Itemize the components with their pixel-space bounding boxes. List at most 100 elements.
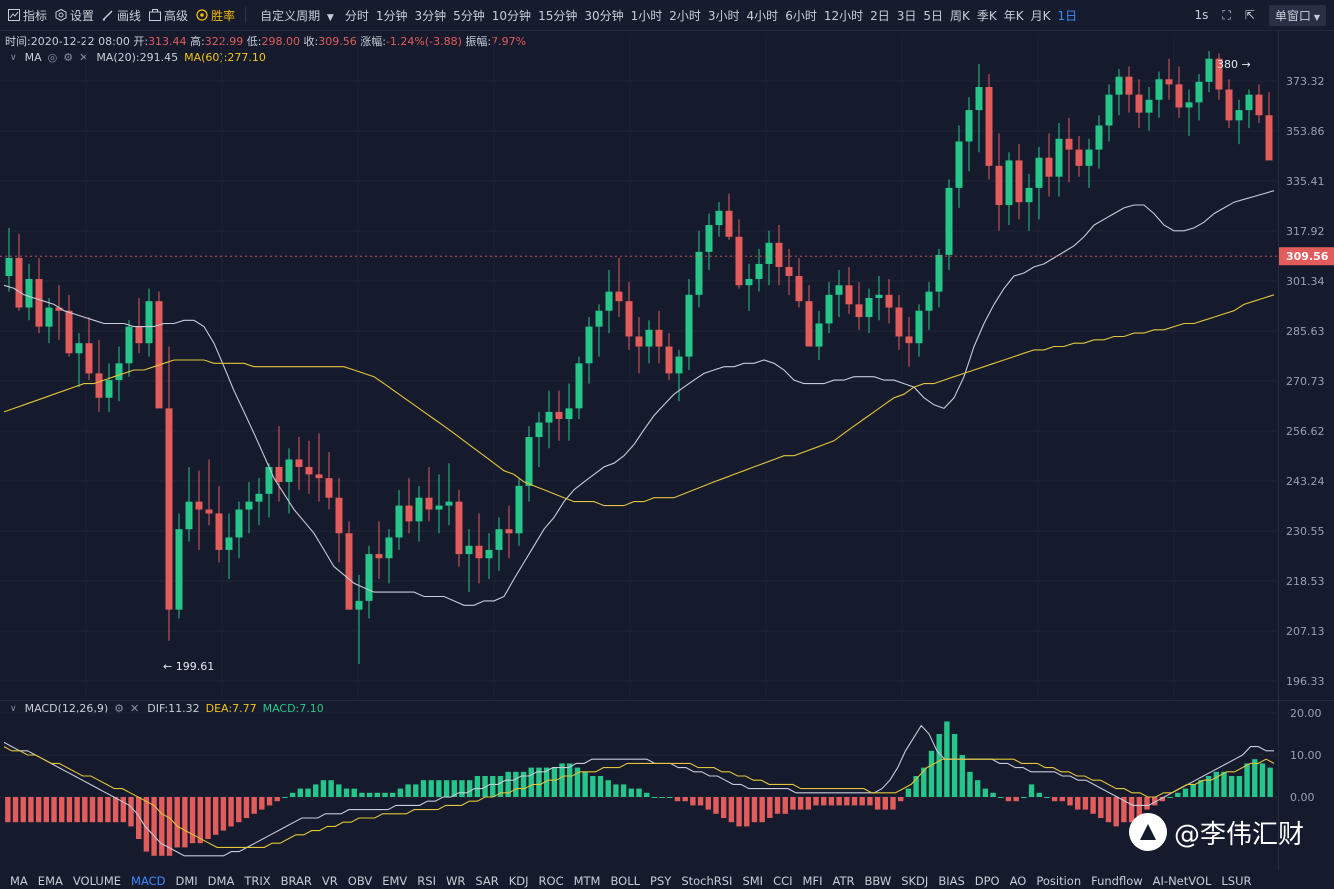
macd-histogram-bar: [1182, 788, 1189, 797]
candle-body: [1115, 76, 1123, 95]
period-12[interactable]: 12小时: [823, 8, 864, 23]
top-toolbar: 指标 设置 画线 高级 胜率 自定义周期 ▼ 分时 1分钟 3分钟 5分钟 10分钟 15…: [0, 0, 1334, 31]
candle-body: [115, 363, 123, 381]
period-14[interactable]: 3日: [896, 8, 917, 23]
period-18[interactable]: 年K: [1003, 8, 1024, 23]
tab-obv[interactable]: OBV: [347, 873, 373, 888]
change-label: 涨幅:: [360, 35, 386, 48]
macd-histogram-bar: [851, 797, 858, 806]
tab-vr[interactable]: VR: [321, 873, 338, 888]
candle-body: [225, 537, 233, 550]
tab-bias[interactable]: BIAS: [938, 873, 965, 888]
tab-ma[interactable]: MA: [10, 873, 28, 888]
gear-icon[interactable]: ⚙: [63, 51, 74, 64]
tab-sar[interactable]: SAR: [475, 873, 499, 888]
tab-roc[interactable]: ROC: [538, 873, 564, 888]
period-19[interactable]: 月K: [1030, 8, 1051, 23]
tab-position[interactable]: Position: [1036, 873, 1082, 888]
period-1[interactable]: 1分钟: [375, 8, 408, 23]
tab-trix[interactable]: TRIX: [244, 873, 271, 888]
tab-macd[interactable]: MACD: [131, 873, 166, 888]
candle-body: [795, 275, 803, 302]
tab-atr[interactable]: ATR: [832, 873, 855, 888]
macd-histogram-bar: [466, 780, 473, 797]
tab-rsi[interactable]: RSI: [417, 873, 436, 888]
tab-dpo[interactable]: DPO: [974, 873, 1000, 888]
screenshot-icon[interactable]: ⇱: [1244, 8, 1255, 22]
tab-stochrsi[interactable]: StochRSI: [681, 873, 733, 888]
candle-body: [1205, 58, 1213, 82]
candle-body: [1125, 76, 1133, 95]
refresh-rate[interactable]: 1s: [1194, 8, 1209, 22]
macd-histogram-bar: [328, 780, 334, 797]
macd-histogram-bar: [1028, 784, 1035, 797]
winrate-button[interactable]: 胜率: [196, 7, 235, 24]
period-13[interactable]: 2日: [870, 8, 890, 23]
tab-bbw[interactable]: BBW: [864, 873, 892, 888]
macd-histogram-bar: [251, 797, 257, 814]
tab-skdj[interactable]: SKDJ: [901, 873, 929, 888]
macd-histogram-bar: [405, 784, 411, 797]
chevron-down-icon: ▼: [1313, 12, 1320, 22]
period-6[interactable]: 30分钟: [584, 8, 624, 23]
tab-wr[interactable]: WR: [445, 873, 466, 888]
gear-icon[interactable]: ⚙: [114, 702, 125, 715]
period-11[interactable]: 6小时: [785, 8, 817, 23]
fullscreen-icon[interactable]: ⛶: [1222, 7, 1231, 22]
period-17[interactable]: 季K: [976, 8, 997, 23]
macd-histogram-bar: [505, 771, 511, 797]
tab-brar[interactable]: BRAR: [280, 873, 312, 888]
tab-cci[interactable]: CCI: [773, 873, 793, 888]
eye-icon[interactable]: ◎: [47, 51, 58, 64]
close-icon[interactable]: ✕: [130, 702, 140, 715]
y-tick-label: 207.13: [1286, 625, 1325, 638]
candle-body: [215, 513, 223, 550]
period-4[interactable]: 10分钟: [491, 8, 532, 23]
period-5[interactable]: 15分钟: [538, 8, 578, 23]
period-3[interactable]: 5分钟: [453, 8, 485, 23]
macd-histogram-bar: [35, 797, 42, 823]
period-0[interactable]: 分时: [344, 8, 369, 23]
period-8[interactable]: 2小时: [669, 8, 701, 23]
tab-mtm[interactable]: MTM: [573, 873, 601, 888]
collapse-icon[interactable]: ∨: [10, 703, 17, 714]
macd-histogram-bar: [974, 780, 981, 797]
tab-psy[interactable]: PSY: [650, 873, 672, 888]
candle-body: [685, 294, 693, 357]
settings-button[interactable]: 设置: [55, 7, 94, 24]
close-icon[interactable]: ✕: [79, 51, 89, 64]
period-20[interactable]: 1日: [1057, 8, 1078, 23]
tab-fundflow[interactable]: Fundflow: [1091, 873, 1143, 888]
tab-mfi[interactable]: MFI: [802, 873, 823, 888]
period-2[interactable]: 3分钟: [414, 8, 447, 23]
tab-ema[interactable]: EMA: [37, 873, 63, 888]
macd-histogram-bar: [1213, 771, 1219, 797]
period-9[interactable]: 3小时: [707, 8, 740, 23]
period-10[interactable]: 4小时: [746, 8, 779, 23]
indicator-button[interactable]: 指标: [8, 7, 47, 24]
tab-emv[interactable]: EMV: [382, 873, 408, 888]
y-tick-label: 243.24: [1286, 475, 1325, 488]
period-16[interactable]: 周K: [950, 8, 970, 23]
tab-dma[interactable]: DMA: [207, 873, 235, 888]
macd-histogram-bar: [1228, 776, 1235, 797]
tab-smi[interactable]: SMI: [742, 873, 764, 888]
period-7[interactable]: 1小时: [630, 8, 663, 23]
window-mode-select[interactable]: 单窗口 ▼: [1268, 4, 1326, 26]
tab-kdj[interactable]: KDJ: [508, 873, 529, 888]
draw-line-button[interactable]: 画线: [102, 7, 141, 24]
tab-ao[interactable]: AO: [1009, 873, 1027, 888]
tab-lsur[interactable]: LSUR: [1221, 873, 1252, 888]
candle-body: [515, 485, 523, 534]
period-15[interactable]: 5日: [923, 8, 944, 23]
tab-ai-netvol[interactable]: AI-NetVOL: [1152, 873, 1212, 888]
custom-period-dropdown[interactable]: 自定义周期 ▼: [260, 7, 334, 24]
macd-histogram-bar: [1036, 792, 1042, 797]
tab-boll[interactable]: BOLL: [610, 873, 641, 888]
tab-volume[interactable]: VOLUME: [72, 873, 122, 888]
collapse-icon[interactable]: ∨: [10, 52, 17, 63]
advanced-button[interactable]: 高级: [149, 7, 188, 24]
candle-body: [1055, 138, 1063, 177]
tab-dmi[interactable]: DMI: [175, 873, 198, 888]
